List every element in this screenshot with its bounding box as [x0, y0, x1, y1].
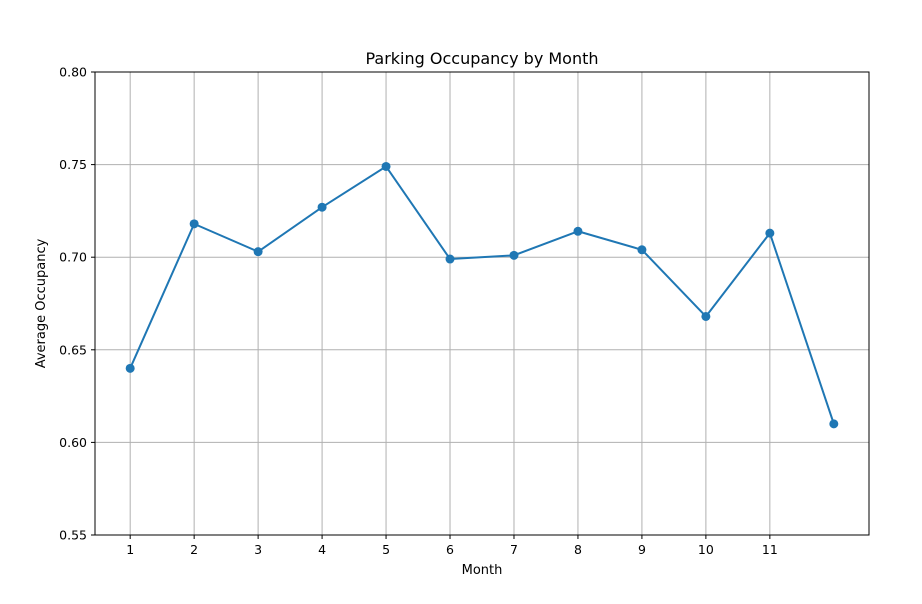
x-tick-label: 9	[638, 542, 646, 557]
x-tick-label: 11	[762, 542, 778, 557]
x-tick-label: 3	[254, 542, 262, 557]
data-point	[317, 202, 327, 212]
data-point	[253, 247, 263, 257]
x-tick-label: 6	[446, 542, 454, 557]
y-tick-label: 0.60	[59, 435, 87, 450]
y-tick-label: 0.75	[59, 157, 87, 172]
data-point	[765, 228, 775, 238]
x-axis-ticks: 1 2 3 4 5 6 7 8 9 10 11	[126, 535, 778, 557]
data-point	[381, 161, 391, 171]
data-point	[573, 226, 583, 236]
grid	[95, 71, 869, 536]
data-point	[509, 250, 519, 260]
x-tick-label: 4	[318, 542, 326, 557]
x-tick-label: 8	[574, 542, 582, 557]
y-tick-label: 0.70	[59, 250, 87, 265]
data-point	[701, 311, 711, 321]
x-tick-label: 10	[698, 542, 714, 557]
x-tick-label: 5	[382, 542, 390, 557]
data-point	[189, 219, 199, 229]
series-layer	[125, 161, 839, 429]
y-axis-ticks: 0.55 0.60 0.65 0.70 0.75 0.80	[59, 65, 95, 543]
data-point	[637, 245, 647, 255]
data-point	[829, 419, 839, 429]
data-point	[445, 254, 455, 264]
axes	[94, 71, 870, 536]
data-point	[125, 363, 135, 373]
plot-frame	[94, 71, 870, 536]
x-tick-label: 7	[510, 542, 518, 557]
x-axis-label: Month	[462, 563, 503, 578]
x-tick-label: 2	[190, 542, 198, 557]
y-tick-label: 0.55	[59, 528, 87, 543]
chart-title: Parking Occupancy by Month	[365, 49, 598, 68]
x-tick-label: 1	[126, 542, 134, 557]
y-axis-label: Average Occupancy	[34, 238, 49, 368]
y-tick-label: 0.80	[59, 65, 87, 80]
y-tick-label: 0.65	[59, 342, 87, 357]
series-line	[129, 165, 835, 425]
